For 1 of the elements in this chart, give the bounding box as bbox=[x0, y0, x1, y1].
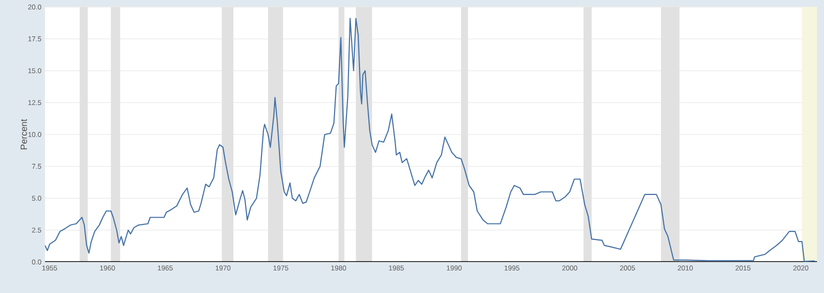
y-axis-title: Percent bbox=[20, 119, 27, 150]
